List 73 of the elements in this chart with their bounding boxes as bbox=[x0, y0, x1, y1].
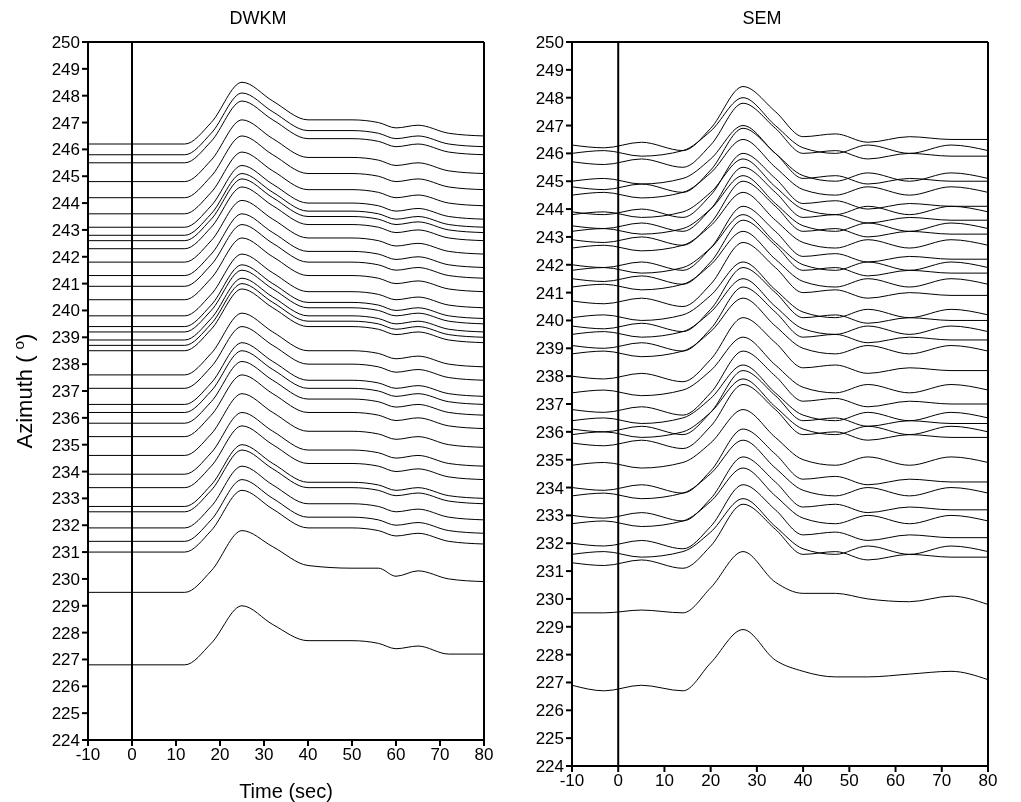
x-tick-label: 40 bbox=[298, 745, 318, 765]
y-tick-label: 237 bbox=[535, 395, 564, 415]
y-tick-label: 234 bbox=[535, 478, 564, 498]
y-tick-label: 249 bbox=[51, 59, 80, 79]
chart-title: DWKM bbox=[228, 8, 288, 30]
y-tick-label: 248 bbox=[535, 88, 564, 108]
y-tick-label: 228 bbox=[535, 645, 564, 665]
y-tick-label: 244 bbox=[535, 200, 564, 220]
y-tick-label: 231 bbox=[535, 562, 564, 582]
y-tick-label: 236 bbox=[51, 408, 80, 428]
y-tick-label: 232 bbox=[535, 534, 564, 554]
y-tick-label: 235 bbox=[51, 435, 80, 455]
x-tick-label: 10 bbox=[654, 771, 674, 791]
x-axis-title: Time (sec) bbox=[239, 780, 333, 802]
y-tick-label: 239 bbox=[535, 339, 564, 359]
x-tick-label: 0 bbox=[127, 745, 137, 765]
y-tick-label: 226 bbox=[535, 701, 564, 721]
y-tick-label: 250 bbox=[535, 33, 564, 53]
x-tick-label: 80 bbox=[978, 771, 998, 791]
y-tick-label: 245 bbox=[51, 167, 80, 187]
y-tick-label: 231 bbox=[51, 543, 80, 563]
y-tick-label: 244 bbox=[51, 194, 80, 214]
x-tick-label: 20 bbox=[210, 745, 230, 765]
y-tick-label: 225 bbox=[51, 704, 80, 724]
y-tick-label: 241 bbox=[535, 283, 564, 303]
y-tick-label: 229 bbox=[535, 617, 564, 637]
chart-title: SEM bbox=[741, 8, 783, 30]
x-tick-label: 50 bbox=[342, 745, 362, 765]
y-tick-label: 249 bbox=[535, 60, 564, 80]
y-tick-label: 241 bbox=[51, 274, 80, 294]
x-tick-label: 10 bbox=[166, 745, 186, 765]
x-tick-label: 40 bbox=[793, 771, 813, 791]
y-tick-label: 246 bbox=[535, 144, 564, 164]
x-tick-label: 60 bbox=[886, 771, 906, 791]
y-tick-label: 234 bbox=[51, 462, 80, 482]
y-tick-label: 237 bbox=[51, 382, 80, 402]
y-tick-label: 240 bbox=[535, 311, 564, 331]
y-tick-label: 248 bbox=[51, 86, 80, 106]
x-tick-label: 70 bbox=[430, 745, 450, 765]
y-tick-label: 227 bbox=[535, 673, 564, 693]
y-tick-label: 227 bbox=[51, 650, 80, 670]
y-tick-label: 229 bbox=[51, 596, 80, 616]
y-tick-label: 238 bbox=[535, 367, 564, 387]
y-tick-label: 250 bbox=[51, 33, 80, 53]
y-tick-label: 247 bbox=[535, 116, 564, 136]
y-tick-label: 243 bbox=[51, 220, 80, 240]
y-tick-label: 238 bbox=[51, 355, 80, 375]
x-tick-label: 60 bbox=[386, 745, 406, 765]
y-tick-label: 236 bbox=[535, 422, 564, 442]
x-tick-label: 70 bbox=[932, 771, 952, 791]
y-tick-label: 246 bbox=[51, 140, 80, 160]
y-tick-label: 242 bbox=[51, 247, 80, 267]
y-tick-label: 247 bbox=[51, 113, 80, 133]
y-tick-label: 230 bbox=[535, 589, 564, 609]
y-tick-label: 233 bbox=[535, 506, 564, 526]
y-tick-label: 243 bbox=[535, 227, 564, 247]
y-tick-label: 240 bbox=[51, 301, 80, 321]
y-tick-label: 242 bbox=[535, 255, 564, 275]
x-tick-label: 20 bbox=[701, 771, 721, 791]
y-tick-label: 232 bbox=[51, 516, 80, 536]
y-tick-label: 235 bbox=[535, 450, 564, 470]
x-tick-label: 30 bbox=[747, 771, 767, 791]
x-tick-label: 50 bbox=[839, 771, 859, 791]
x-tick-label: 30 bbox=[254, 745, 274, 765]
y-tick-label: 230 bbox=[51, 569, 80, 589]
x-tick-label: 80 bbox=[474, 745, 494, 765]
y-tick-label: 225 bbox=[535, 729, 564, 749]
y-tick-label: 245 bbox=[535, 172, 564, 192]
y-tick-label: 226 bbox=[51, 677, 80, 697]
x-tick-label: 0 bbox=[613, 771, 623, 791]
y-tick-label: 233 bbox=[51, 489, 80, 509]
y-tick-label: 239 bbox=[51, 328, 80, 348]
y-tick-label: 228 bbox=[51, 623, 80, 643]
